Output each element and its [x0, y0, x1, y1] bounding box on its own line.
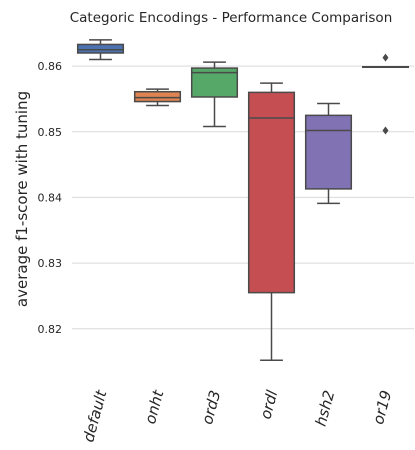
- y-tick-label: 0.85: [38, 126, 63, 139]
- y-tick-label: 0.84: [38, 191, 63, 204]
- y-tick-labels: 0.82 0.83 0.84 0.85 0.86: [38, 60, 63, 336]
- x-tick-labels: default onht ord3 ordl hsh2 or19: [79, 387, 395, 444]
- box-hsh2: [304, 102, 353, 205]
- y-tick-label: 0.82: [38, 323, 63, 336]
- x-tick-label: hsh2: [312, 388, 339, 428]
- box-or19: [361, 53, 410, 135]
- box-default: [76, 39, 125, 61]
- chart-title: Categoric Encodings - Performance Compar…: [70, 10, 393, 26]
- box-iqr: [76, 43, 125, 54]
- box-ordl: [247, 82, 296, 362]
- box-onht: [133, 88, 182, 107]
- box-iqr: [304, 114, 353, 190]
- x-tick-label: default: [79, 387, 110, 444]
- box-iqr: [133, 90, 182, 103]
- x-tick-label: onht: [141, 387, 167, 426]
- x-tick-label: ord3: [198, 388, 224, 426]
- box-ord3: [190, 61, 239, 128]
- gridlines: [72, 65, 414, 330]
- outlier-point: [382, 53, 389, 62]
- x-tick-label: ordl: [256, 388, 281, 422]
- boxes: [76, 39, 410, 362]
- x-tick-label: or19: [369, 388, 395, 426]
- y-tick-label: 0.86: [38, 60, 63, 73]
- outlier-point: [382, 126, 389, 135]
- y-tick-label: 0.83: [38, 257, 63, 270]
- box-iqr: [247, 91, 296, 294]
- y-axis-label: average f1-score with tuning: [13, 91, 31, 307]
